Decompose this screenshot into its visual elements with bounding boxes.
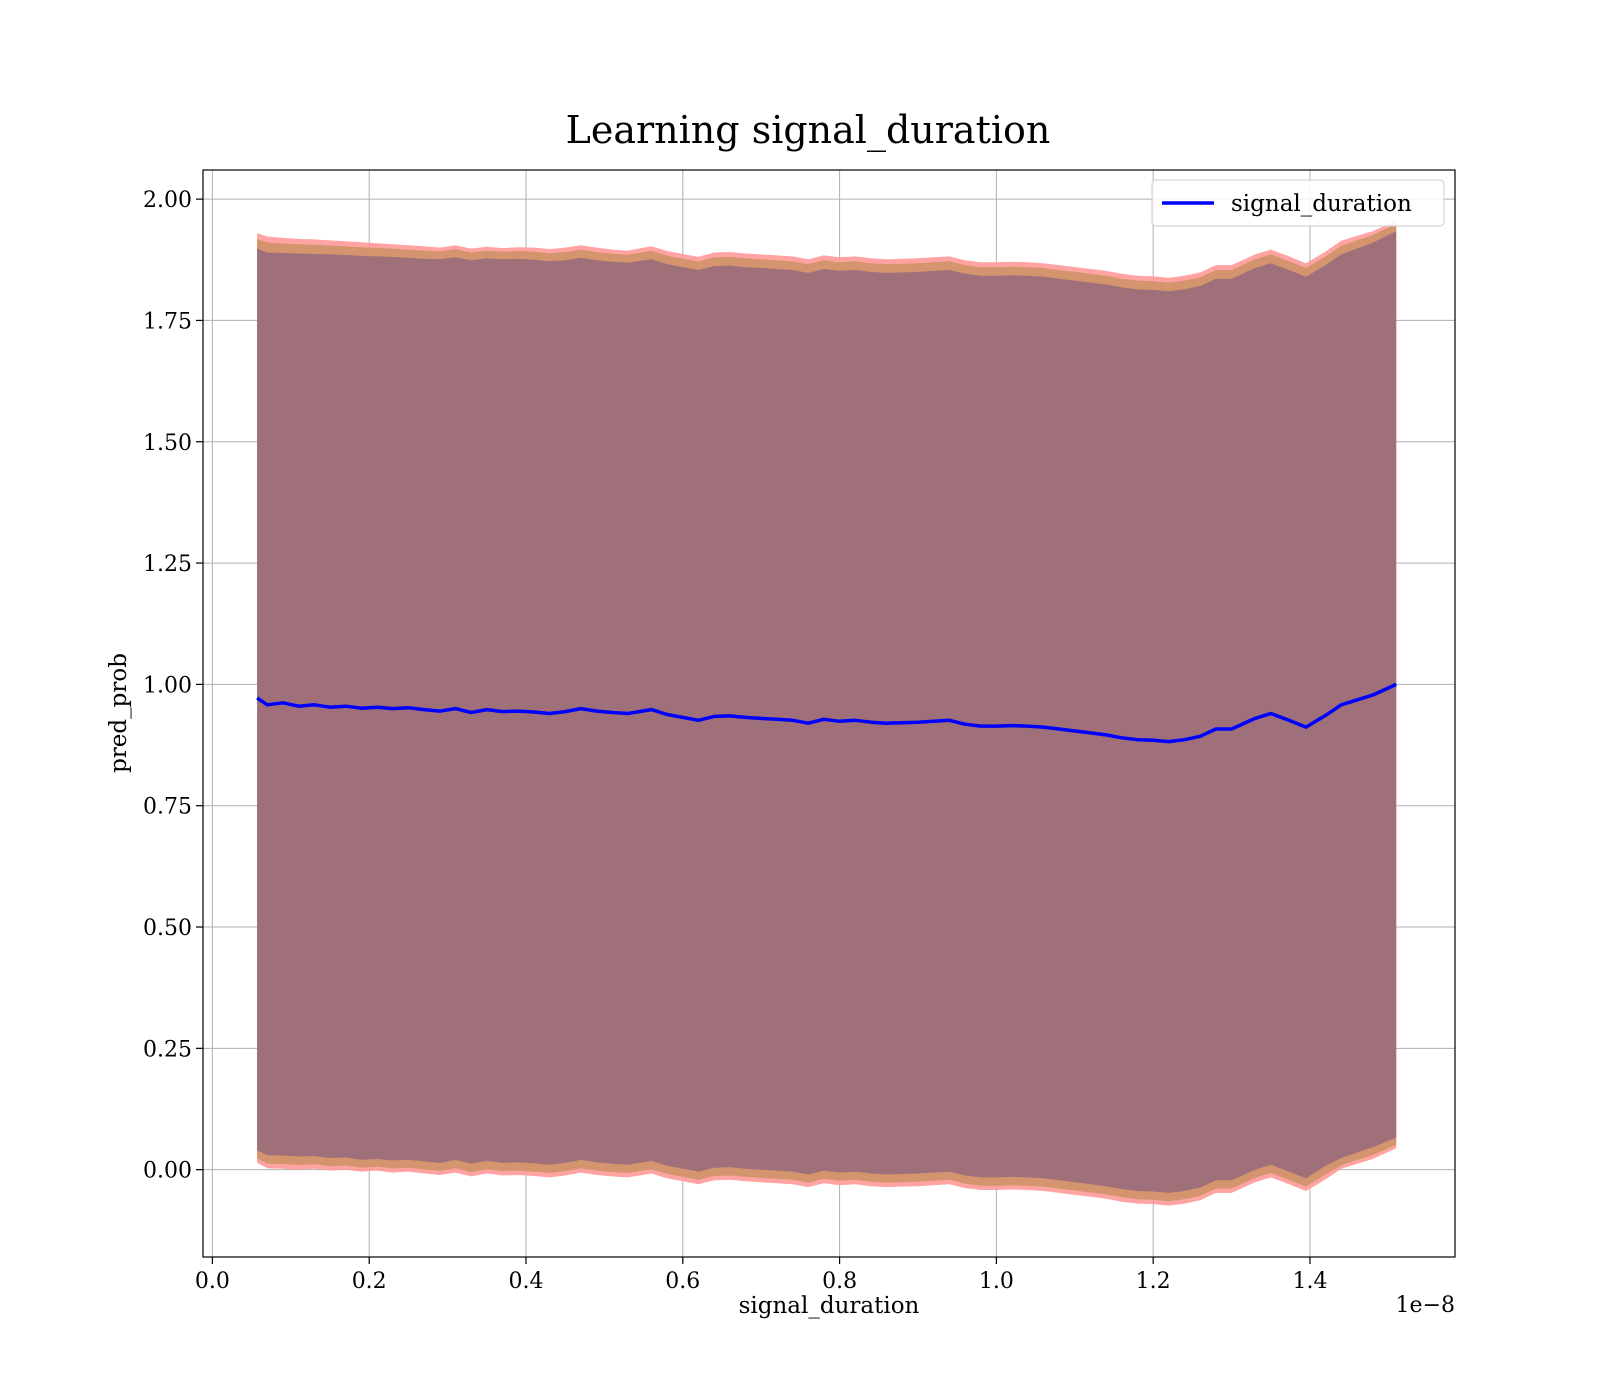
legend: signal_duration (1151, 179, 1445, 227)
x-tick-label: 0.8 (822, 1269, 857, 1294)
x-tick-label: 1.4 (1292, 1269, 1327, 1294)
x-axis-label: signal_duration (739, 1293, 920, 1319)
y-tick-label: 0.50 (143, 916, 192, 941)
axes-frame (202, 169, 1456, 1258)
legend-label: signal_duration (1231, 191, 1412, 217)
band-inner (257, 231, 1397, 1193)
x-offset-text: 1e−8 (1396, 1293, 1455, 1318)
y-tick-label: 0.00 (143, 1159, 192, 1184)
chart-title: Learning signal_duration (566, 108, 1051, 153)
x-tick-label: 0.2 (352, 1269, 387, 1294)
x-tick-label: 1.0 (979, 1269, 1014, 1294)
y-tick-label: 0.75 (143, 795, 192, 820)
plot-area (256, 220, 1397, 1206)
x-tick-label: 0.6 (665, 1269, 700, 1294)
series-line-signal-duration (256, 682, 1397, 744)
legend-box (1151, 179, 1445, 227)
x-tick-label: 0.4 (508, 1269, 543, 1294)
y-tick-label: 0.25 (143, 1037, 192, 1062)
y-axis-label: pred_prob (106, 653, 132, 773)
y-tick-label: 1.50 (143, 431, 192, 456)
x-tick-label: 1.2 (1136, 1269, 1171, 1294)
y-tick-label: 1.25 (143, 552, 192, 577)
y-tick-label: 2.00 (143, 188, 192, 213)
y-tick-label: 1.00 (143, 673, 192, 698)
y-tick-label: 1.75 (143, 309, 192, 334)
x-tick-label: 0.0 (195, 1269, 230, 1294)
axes: 0.0 0.2 0.4 0.6 0.8 1.0 1.2 1.4 0.00 0.25 0.50 0.75… (143, 188, 1327, 1294)
